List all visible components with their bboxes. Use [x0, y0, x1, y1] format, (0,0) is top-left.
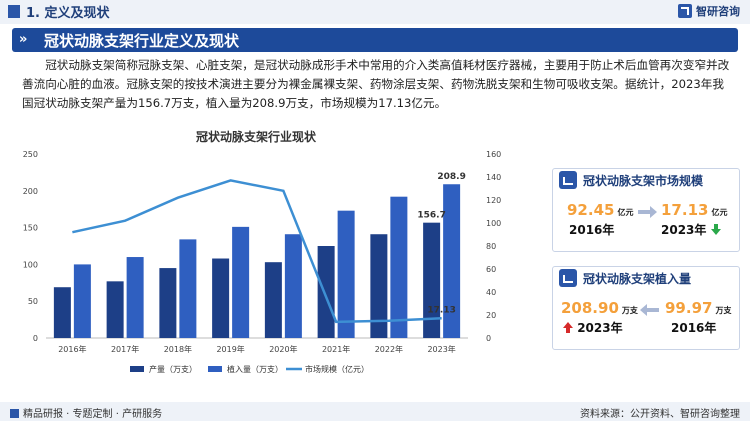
market-2023-value: 17.13 亿元	[661, 201, 727, 219]
bar-production	[423, 222, 441, 338]
bar-implant	[232, 226, 250, 338]
intro-paragraph: 冠状动脉支架简称冠脉支架、心脏支架，是冠状动脉成形手术中常用的介入类高值耗材医疗…	[22, 58, 730, 110]
legend-swatch	[208, 366, 222, 372]
bar-production	[53, 287, 71, 338]
data-label: 208.9	[437, 172, 465, 182]
value-text: 92.45	[567, 201, 615, 219]
section-marker-icon	[8, 5, 20, 18]
card-header: 冠状动脉支架市场规模	[553, 169, 739, 191]
chart-title: 冠状动脉支架行业现状	[195, 130, 316, 144]
y-tick-label: 0	[33, 334, 38, 343]
right-arrow-icon	[638, 206, 657, 218]
y-tick-label: 150	[23, 224, 38, 233]
y-tick-label: 50	[28, 297, 38, 306]
implant-2016-year: 2016年	[671, 321, 717, 335]
title-banner: » 冠状动脉支架行业定义及现状	[12, 28, 738, 52]
bar-implant	[284, 234, 302, 338]
brand-logo-icon	[678, 4, 692, 18]
section-label: 1. 定义及现状	[26, 6, 110, 21]
left-arrow-icon	[640, 304, 659, 316]
value-text: 99.97	[665, 299, 713, 317]
bar-production	[370, 234, 388, 338]
y-tick-label: 250	[23, 150, 38, 159]
bar-production	[212, 258, 230, 338]
legend-label: 产量（万支）	[149, 364, 197, 374]
x-tick-label: 2021年	[322, 344, 350, 354]
bar-implant	[337, 210, 355, 338]
combo-chart: 0 50 100 150 200 250 0 20 40 60 80 100 120 140 160 2016…	[23, 150, 502, 374]
implant-2023-value: 208.90 万支	[561, 299, 638, 317]
x-tick-label: 2016年	[58, 344, 86, 354]
x-tick-label: 2018年	[164, 344, 192, 354]
double-chevron-icon: »	[19, 32, 28, 47]
brand-logo[interactable]: 智研咨询	[678, 3, 740, 19]
bar-chart-icon	[559, 171, 577, 189]
unit-text: 亿元	[617, 208, 634, 217]
unit-text: 万支	[621, 306, 638, 315]
y-tick-label: 100	[23, 260, 38, 269]
data-label: 17.13	[427, 305, 455, 315]
x-tick-label: 2017年	[111, 344, 139, 354]
down-arrow-icon	[710, 224, 721, 235]
bar-implant	[73, 264, 91, 338]
top-bar: 1. 定义及现状 智研咨询	[0, 0, 750, 24]
y2-tick-label: 40	[486, 288, 496, 297]
market-2023-year: 2023年	[661, 221, 721, 238]
unit-text: 亿元	[711, 208, 728, 217]
y-tick-label: 200	[23, 187, 38, 196]
year-text: 2023年	[577, 321, 623, 335]
legend-swatch	[130, 366, 144, 372]
footer-tagline-text: 精品研报 · 专题定制 · 产研服务	[23, 409, 163, 420]
brand-logo-text: 智研咨询	[696, 5, 740, 18]
y2-tick-label: 60	[486, 265, 496, 274]
implant-2023-year: 2023年	[563, 319, 623, 336]
x-tick-label: 2020年	[269, 344, 297, 354]
y2-tick-label: 20	[486, 311, 496, 320]
footer-source: 资料来源：公开资料、智研咨询整理	[580, 409, 740, 420]
y2-tick-label: 80	[486, 242, 496, 251]
growth-chart-icon	[559, 269, 577, 287]
value-text: 17.13	[661, 201, 709, 219]
y2-tick-label: 160	[486, 150, 501, 159]
bar-implant	[390, 196, 408, 338]
x-tick-label: 2023年	[427, 344, 455, 354]
legend-label: 市场规模（亿元）	[305, 364, 369, 374]
unit-text: 万支	[715, 306, 732, 315]
market-2016-value: 92.45 亿元	[567, 201, 633, 219]
implant-2016-value: 99.97 万支	[665, 299, 731, 317]
bar-production	[106, 281, 124, 338]
y2-tick-label: 0	[486, 334, 491, 343]
y2-tick-label: 140	[486, 173, 501, 182]
x-tick-label: 2022年	[375, 344, 403, 354]
up-arrow-icon	[563, 322, 573, 333]
bar-implant	[443, 184, 461, 338]
card-header: 冠状动脉支架植入量	[553, 267, 739, 289]
market-size-card: 冠状动脉支架市场规模 92.45 亿元 2016年 17.13 亿元 2023年	[552, 168, 740, 252]
line-market-size	[72, 179, 442, 324]
card-title: 冠状动脉支架植入量	[583, 271, 692, 286]
card-title: 冠状动脉支架市场规模	[583, 173, 704, 188]
bar-production	[159, 268, 177, 338]
brand-mark-icon	[10, 409, 19, 418]
year-text: 2023年	[661, 223, 707, 237]
x-tick-label: 2019年	[216, 344, 244, 354]
bar-production	[317, 246, 335, 338]
bar-production	[264, 262, 282, 338]
value-text: 208.90	[561, 299, 619, 317]
bar-implant	[179, 239, 197, 338]
data-label: 156.7	[417, 211, 445, 221]
footer-tagline: 精品研报 · 专题定制 · 产研服务	[10, 405, 162, 420]
y2-tick-label: 120	[486, 196, 501, 205]
footer-bar: 精品研报 · 专题定制 · 产研服务 资料来源：公开资料、智研咨询整理	[0, 402, 750, 421]
implant-volume-card: 冠状动脉支架植入量 208.90 万支 2023年 99.97 万支 2016年	[552, 266, 740, 350]
y2-tick-label: 100	[486, 219, 501, 228]
market-2016-year: 2016年	[569, 223, 615, 237]
legend-label: 植入量（万支）	[227, 364, 283, 374]
page-title: 冠状动脉支架行业定义及现状	[44, 32, 240, 50]
bar-implant	[126, 257, 144, 338]
